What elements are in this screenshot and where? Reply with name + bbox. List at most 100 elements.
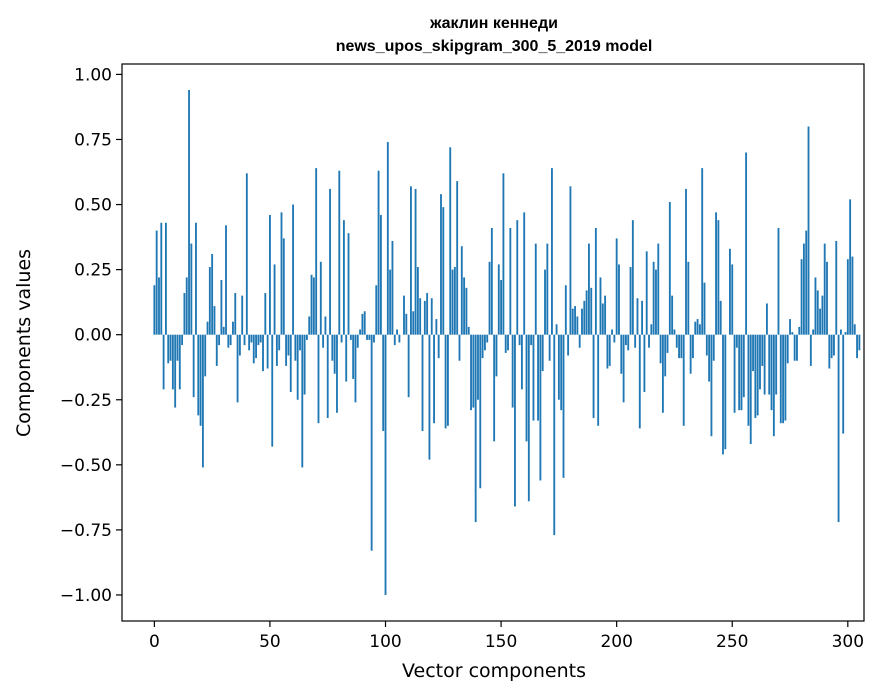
bar-227 — [678, 334, 680, 359]
bar-113 — [414, 188, 417, 335]
bar-110 — [407, 334, 410, 398]
bar-79 — [336, 334, 338, 413]
bar-21 — [201, 334, 204, 468]
bar-269 — [775, 334, 778, 395]
bar-228 — [680, 334, 683, 359]
bar-91 — [363, 311, 366, 335]
bar-205 — [627, 334, 630, 351]
bar-56 — [282, 238, 285, 335]
bar-44 — [255, 334, 257, 359]
bar-144 — [486, 334, 489, 343]
bar-286 — [814, 277, 817, 335]
bar-225 — [673, 329, 676, 335]
bar-51 — [271, 334, 274, 447]
bar-234 — [694, 321, 697, 335]
bar-272 — [782, 334, 785, 424]
bar-174 — [555, 324, 558, 335]
chart-title: жаклин кеннеди — [429, 15, 558, 32]
bar-25 — [211, 254, 214, 335]
bar-33 — [229, 334, 232, 346]
bar-200 — [615, 238, 618, 335]
bar-305 — [858, 334, 861, 351]
bar-20 — [199, 334, 202, 426]
bar-299 — [844, 332, 847, 335]
bar-244 — [717, 220, 720, 335]
bar-10 — [176, 334, 179, 361]
bar-43 — [252, 334, 255, 364]
bar-130 — [453, 267, 456, 335]
bar-240 — [708, 334, 711, 382]
bar-254 — [740, 334, 743, 411]
bar-233 — [692, 334, 694, 359]
bar-45 — [257, 334, 260, 346]
bar-250 — [731, 264, 734, 335]
bar-7 — [169, 334, 172, 361]
bar-103 — [391, 240, 394, 335]
bar-60 — [292, 204, 294, 335]
bar-300 — [846, 259, 849, 335]
bar-183 — [576, 316, 579, 335]
x-tick-label: 100 — [369, 632, 401, 652]
bar-15 — [188, 90, 190, 335]
bar-253 — [738, 334, 741, 411]
bar-197 — [608, 334, 611, 366]
bar-46 — [259, 334, 262, 343]
bar-57 — [285, 334, 288, 366]
bar-298 — [842, 334, 845, 434]
bar-215 — [650, 324, 653, 335]
bar-97 — [377, 170, 380, 335]
bar-42 — [250, 334, 253, 343]
bar-217 — [655, 269, 657, 335]
bar-111 — [410, 186, 412, 335]
bar-194 — [601, 303, 604, 335]
bar-149 — [497, 264, 500, 335]
bar-8 — [171, 334, 174, 390]
bar-84 — [347, 233, 350, 335]
bar-81 — [340, 334, 343, 343]
bar-220 — [661, 334, 664, 413]
bar-262 — [759, 334, 761, 390]
bar-27 — [215, 334, 218, 366]
x-tick-label: 150 — [485, 632, 517, 652]
bar-34 — [232, 321, 234, 335]
bar-114 — [416, 267, 419, 335]
bar-66 — [306, 334, 308, 340]
bar-238 — [703, 282, 706, 335]
bar-172 — [551, 168, 553, 335]
bar-187 — [585, 290, 588, 335]
bar-105 — [396, 329, 398, 335]
bar-211 — [641, 300, 644, 335]
x-axis-label: Vector components — [402, 660, 586, 682]
bar-297 — [839, 329, 842, 335]
bar-219 — [659, 334, 662, 364]
bar-77 — [331, 334, 334, 361]
bar-147 — [493, 334, 496, 442]
bar-108 — [403, 295, 405, 335]
bar-189 — [590, 287, 593, 335]
bar-263 — [761, 334, 764, 366]
bar-235 — [696, 319, 699, 335]
bar-125 — [442, 207, 445, 335]
bar-122 — [435, 319, 438, 335]
bar-109 — [405, 313, 408, 335]
bar-48 — [264, 293, 267, 335]
bar-88 — [356, 334, 359, 348]
bar-259 — [752, 334, 754, 372]
x-tick-label: 0 — [149, 632, 160, 652]
bar-224 — [671, 295, 674, 335]
y-tick-label: −1.00 — [60, 586, 112, 606]
bar-119 — [428, 334, 431, 460]
bar-245 — [719, 300, 722, 335]
bar-129 — [451, 269, 454, 335]
bar-123 — [437, 334, 440, 359]
plot-frame — [121, 63, 865, 622]
bar-242 — [712, 334, 715, 361]
bar-28 — [218, 334, 221, 346]
y-tick-label: −0.25 — [60, 391, 112, 411]
bar-274 — [786, 334, 789, 364]
bar-98 — [379, 214, 382, 335]
bar-64 — [301, 334, 304, 468]
bar-257 — [747, 334, 750, 426]
y-tick-label: 0.50 — [74, 196, 112, 216]
bar-221 — [664, 334, 667, 377]
